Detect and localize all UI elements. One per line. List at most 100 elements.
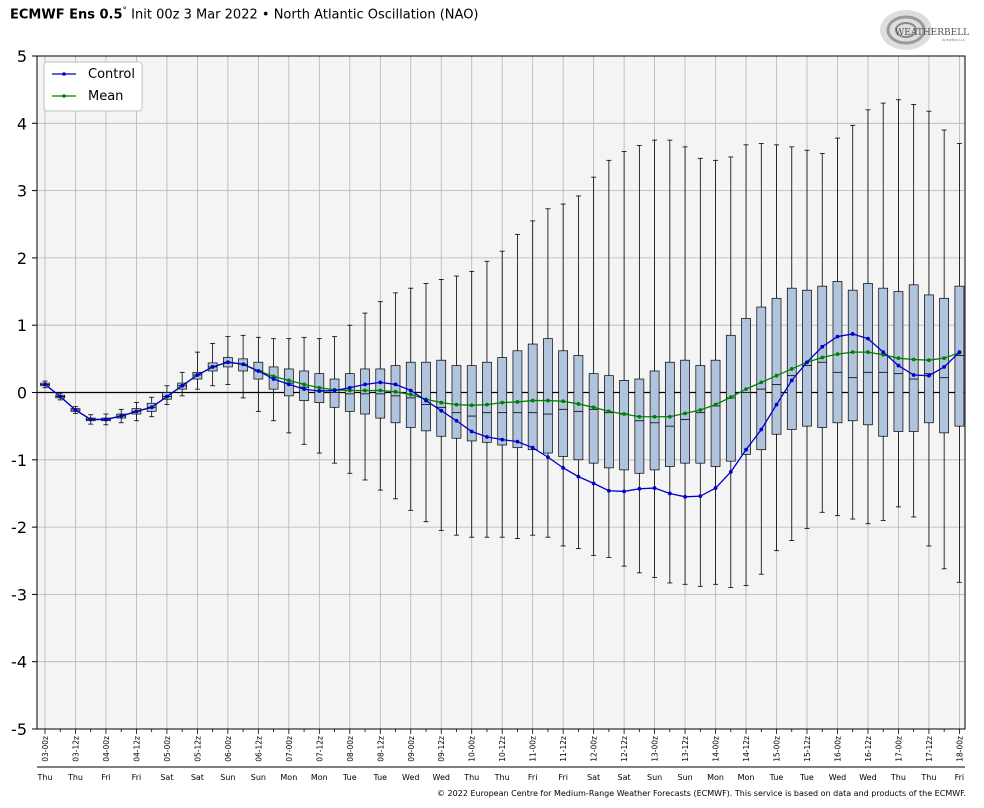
x-day-label: Tue bbox=[342, 773, 357, 782]
mean-point bbox=[698, 408, 703, 412]
x-tick-label: 08-12z bbox=[376, 736, 385, 762]
mean-point bbox=[637, 414, 642, 419]
logo-text: WEATHERBELL bbox=[895, 28, 969, 38]
mean-point bbox=[835, 352, 840, 357]
x-tick-label: 16-12z bbox=[864, 736, 873, 762]
x-tick-label: 17-00z bbox=[894, 736, 903, 762]
mean-point bbox=[728, 395, 733, 400]
x-tick-label: 09-12z bbox=[437, 736, 446, 762]
x-tick-label: 18-00z bbox=[955, 736, 964, 762]
control-point bbox=[119, 414, 124, 418]
control-point bbox=[439, 408, 444, 413]
control-point bbox=[393, 382, 398, 387]
box-iqr bbox=[482, 361, 492, 443]
x-tick-label: 16-00z bbox=[833, 736, 842, 762]
x-tick-label: 11-12z bbox=[559, 736, 568, 762]
control-point bbox=[744, 447, 748, 452]
control-point bbox=[561, 465, 566, 470]
control-series bbox=[43, 332, 962, 499]
control-point bbox=[606, 488, 611, 493]
control-point bbox=[881, 350, 886, 355]
y-tick-label: 3 bbox=[17, 182, 27, 201]
control-point bbox=[332, 388, 337, 393]
x-day-label: Thu bbox=[920, 773, 936, 782]
control-point bbox=[911, 373, 916, 377]
control-point bbox=[210, 365, 215, 369]
x-tick-label: 14-12z bbox=[742, 736, 751, 762]
x-tick-label: 03-12z bbox=[71, 736, 80, 762]
mean-point bbox=[744, 387, 748, 392]
x-day-label: Wed bbox=[859, 773, 876, 782]
control-point bbox=[180, 383, 185, 388]
box-iqr bbox=[573, 355, 584, 461]
weatherbell-logo: WEATHERBELL Analytics LLC bbox=[880, 10, 969, 50]
x-axis-ticks: 03-00z Thu 03-12z Thu 04-00z Fri 04-12z Fri 05-0… bbox=[36, 729, 965, 782]
x-tick-label: 06-00z bbox=[224, 736, 233, 762]
x-tick-label: 04-12z bbox=[132, 736, 141, 762]
control-point bbox=[637, 486, 642, 491]
control-point bbox=[728, 470, 733, 474]
x-day-label: Wed bbox=[829, 773, 846, 782]
mean-point bbox=[713, 402, 718, 407]
box-iqr bbox=[710, 359, 721, 467]
control-point bbox=[149, 405, 154, 410]
init-time: Init 00z 3 Mar 2022 bbox=[131, 7, 258, 23]
box-iqr bbox=[954, 285, 965, 427]
x-tick-label: 06-12z bbox=[254, 736, 263, 762]
control-point bbox=[195, 373, 200, 377]
box-iqr bbox=[436, 359, 447, 437]
box-iqr bbox=[695, 365, 706, 464]
x-day-label: Tue bbox=[372, 773, 387, 782]
control-point bbox=[622, 489, 627, 494]
x-tick-label: 07-12z bbox=[315, 736, 324, 762]
x-tick-label: 14-00z bbox=[712, 736, 721, 762]
box-iqr bbox=[329, 378, 340, 408]
box-iqr bbox=[619, 380, 629, 471]
x-day-label: Thu bbox=[494, 773, 510, 782]
x-day-label: Wed bbox=[433, 773, 450, 782]
control-point bbox=[866, 336, 870, 341]
control-point bbox=[927, 373, 931, 378]
mean-point bbox=[774, 373, 779, 378]
control-point bbox=[424, 398, 428, 403]
mean-point bbox=[942, 356, 947, 361]
x-tick-label: 12-00z bbox=[590, 736, 599, 762]
box-iqr bbox=[893, 291, 904, 432]
x-tick-label: 10-00z bbox=[468, 736, 477, 762]
x-day-label: Mon bbox=[707, 773, 724, 782]
y-axis-ticks: 5 4 3 2 1 0 -1 -2 -3 -4 -5 bbox=[11, 47, 37, 739]
x-tick-label: 12-12z bbox=[620, 736, 629, 762]
control-point bbox=[165, 394, 169, 399]
x-day-label: Sun bbox=[251, 773, 266, 782]
mean-point bbox=[652, 414, 657, 419]
mean-point bbox=[622, 412, 627, 416]
mean-point bbox=[530, 398, 535, 403]
x-day-label: Sat bbox=[587, 773, 600, 782]
mean-point bbox=[378, 388, 383, 393]
control-point bbox=[835, 334, 840, 339]
mean-point bbox=[515, 400, 520, 404]
x-day-label: Wed bbox=[402, 773, 419, 782]
control-point bbox=[591, 481, 596, 486]
x-day-label: Thu bbox=[36, 773, 52, 782]
x-day-label: Fri bbox=[101, 773, 111, 782]
box-iqr bbox=[283, 368, 294, 397]
box-plots bbox=[40, 99, 965, 589]
mean-point bbox=[393, 389, 398, 394]
legend-mean-label: Mean bbox=[88, 89, 123, 104]
mean-point bbox=[606, 409, 611, 414]
control-point bbox=[652, 486, 657, 490]
x-day-label: Tue bbox=[769, 773, 784, 782]
mean-point bbox=[546, 398, 550, 403]
mean-point bbox=[500, 400, 505, 405]
box-iqr bbox=[421, 361, 431, 432]
mean-point bbox=[347, 388, 352, 393]
copyright-footer: © 2022 European Centre for Medium-Range … bbox=[437, 789, 966, 798]
x-day-label: Thu bbox=[890, 773, 906, 782]
control-point bbox=[683, 494, 687, 499]
x-tick-label: 17-12z bbox=[925, 736, 934, 762]
mean-point bbox=[363, 388, 367, 393]
mean-point bbox=[485, 402, 489, 407]
control-point bbox=[271, 377, 276, 381]
y-tick-label: -2 bbox=[11, 518, 27, 537]
